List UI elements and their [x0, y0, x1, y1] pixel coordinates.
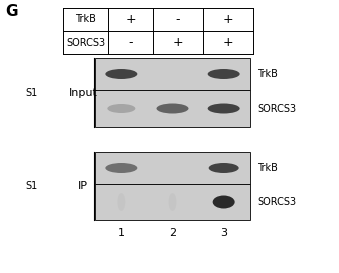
Text: Input: Input [68, 88, 97, 97]
Text: +: + [223, 36, 233, 49]
Text: +: + [223, 13, 233, 26]
Ellipse shape [105, 69, 137, 79]
Text: SORCS3: SORCS3 [257, 103, 296, 114]
Ellipse shape [168, 193, 177, 211]
Ellipse shape [117, 193, 125, 211]
Bar [95, 90, 250, 127]
Ellipse shape [208, 163, 239, 173]
Text: SORCS3: SORCS3 [66, 37, 105, 48]
Text: +: + [173, 36, 183, 49]
Bar [95, 184, 250, 220]
Text: +: + [125, 13, 136, 26]
Text: -: - [176, 13, 180, 26]
Text: 1: 1 [118, 228, 125, 238]
Text: -: - [128, 36, 133, 49]
Text: TrkB: TrkB [75, 14, 96, 25]
Text: TrkB: TrkB [257, 163, 278, 173]
Bar [95, 58, 250, 90]
Text: S1: S1 [26, 181, 38, 191]
Bar [95, 152, 250, 184]
Text: 2: 2 [169, 228, 176, 238]
Ellipse shape [107, 104, 135, 113]
Text: TrkB: TrkB [257, 69, 278, 79]
Text: G: G [5, 4, 18, 19]
Text: SORCS3: SORCS3 [257, 197, 296, 207]
Text: S1: S1 [26, 88, 38, 97]
Ellipse shape [105, 163, 137, 173]
Ellipse shape [157, 103, 188, 114]
Ellipse shape [208, 103, 240, 114]
Ellipse shape [213, 195, 235, 209]
Text: IP: IP [78, 181, 88, 191]
Ellipse shape [208, 69, 240, 79]
Text: 3: 3 [220, 228, 227, 238]
